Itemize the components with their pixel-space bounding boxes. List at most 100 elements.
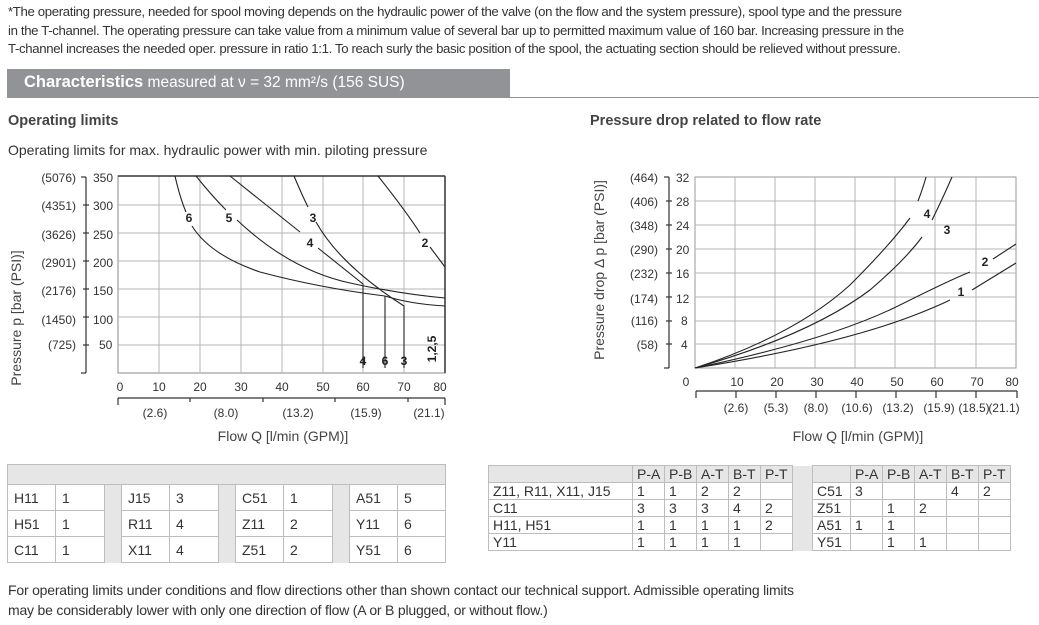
table-row: C11 3 3 3 4 2 Z51 1 2 bbox=[488, 499, 1011, 517]
svg-text:20: 20 bbox=[193, 380, 207, 394]
left-curve-labels: 6 5 4 3 2 4 6 3 1,2,5 bbox=[186, 211, 439, 368]
right-y-axis-label: Pressure drop Δ p [bar (PSI)] bbox=[591, 180, 607, 360]
curve-cell: 1 bbox=[283, 484, 333, 511]
column-gap bbox=[792, 516, 813, 534]
value-cell bbox=[914, 516, 947, 534]
left-y-bar-ticks: 350 300 250 200 150 100 50 bbox=[93, 171, 113, 352]
svg-text:4: 4 bbox=[307, 236, 314, 250]
banner-divider bbox=[510, 97, 1039, 98]
value-cell: 2 bbox=[760, 499, 793, 517]
right-plot-grid bbox=[694, 176, 1017, 369]
curve-cell: 6 bbox=[397, 536, 446, 563]
spool-cell: X11 bbox=[121, 536, 170, 563]
value-cell: 1 bbox=[850, 516, 883, 534]
curve-cell: 4 bbox=[169, 510, 219, 537]
column-gap bbox=[792, 465, 813, 483]
spool-cell: Z11 bbox=[235, 510, 284, 537]
value-cell: 1 bbox=[664, 482, 697, 500]
svg-text:4: 4 bbox=[681, 338, 688, 352]
svg-text:30: 30 bbox=[810, 375, 824, 389]
svg-text:80: 80 bbox=[1005, 375, 1019, 389]
svg-text:2: 2 bbox=[422, 236, 429, 250]
table-header-row: P-A P-B A-T B-T P-T P-A P-B A-T B-T P-T bbox=[488, 465, 1011, 483]
table-row: C11 1 X11 4 Z51 2 Y51 6 bbox=[7, 536, 446, 563]
spool-cell: Z51 bbox=[812, 499, 851, 517]
svg-text:(2.6): (2.6) bbox=[724, 401, 749, 415]
svg-text:32: 32 bbox=[676, 171, 690, 185]
spool-cell: A51 bbox=[812, 516, 851, 534]
right-y-bar-ticks: 32 28 24 20 16 12 8 4 bbox=[676, 171, 690, 352]
curve-cell: 4 bbox=[169, 536, 219, 563]
spool-cell: Z11, R11, X11, J15 bbox=[488, 482, 633, 500]
right-x-axis-label: Flow Q [l/min (GPM)] bbox=[793, 428, 924, 444]
spool-cell: H51 bbox=[7, 510, 56, 537]
svg-text:(13.2): (13.2) bbox=[282, 406, 313, 420]
column-gap bbox=[792, 499, 813, 517]
left-x-gpm-axis bbox=[117, 397, 446, 405]
value-cell: 1 bbox=[632, 533, 665, 551]
pressure-drop-chart: Pressure drop Δ p [bar (PSI)] (464) (406… bbox=[591, 171, 1020, 444]
table-row: Y11 1 1 1 1 Y51 1 1 bbox=[488, 533, 1011, 551]
value-cell: 1 bbox=[728, 533, 761, 551]
note-line: in the T-channel. The operating pressure… bbox=[8, 22, 904, 38]
spool-cell: R11 bbox=[121, 510, 170, 537]
column-gap bbox=[104, 536, 122, 563]
svg-text:(21.1): (21.1) bbox=[413, 406, 444, 420]
left-curves bbox=[174, 175, 446, 368]
note-line: *The operating pressure, needed for spoo… bbox=[8, 4, 902, 19]
value-cell bbox=[978, 516, 1011, 534]
pressure-drop-curve-table: P-A P-B A-T B-T P-T P-A P-B A-T B-T P-T … bbox=[488, 465, 1011, 551]
svg-text:(464): (464) bbox=[630, 171, 658, 185]
column-gap bbox=[332, 484, 350, 511]
svg-text:50: 50 bbox=[316, 380, 330, 394]
column-header: P-T bbox=[978, 465, 1011, 483]
svg-text:(15.9): (15.9) bbox=[923, 401, 954, 415]
value-cell: 4 bbox=[946, 482, 979, 500]
value-cell: 1 bbox=[664, 533, 697, 551]
svg-text:70: 70 bbox=[970, 375, 984, 389]
value-cell bbox=[914, 482, 947, 500]
svg-text:8: 8 bbox=[681, 314, 688, 328]
svg-text:10: 10 bbox=[730, 375, 744, 389]
spool-cell: H11 bbox=[7, 484, 56, 511]
operating-limits-chart: Pressure p [bar (PSI)] (5076) (4351) (36… bbox=[8, 171, 447, 444]
column-header: P-B bbox=[882, 465, 915, 483]
value-cell: 1 bbox=[696, 516, 729, 534]
header-empty bbox=[488, 465, 633, 483]
spool-cell: Y51 bbox=[349, 536, 398, 563]
column-header: P-A bbox=[850, 465, 883, 483]
value-cell bbox=[882, 482, 915, 500]
svg-text:(2.6): (2.6) bbox=[143, 406, 168, 420]
svg-text:(2901): (2901) bbox=[41, 256, 76, 270]
value-cell: 4 bbox=[728, 499, 761, 517]
left-plot-grid bbox=[117, 175, 446, 374]
column-gap bbox=[332, 510, 350, 537]
value-cell: 1 bbox=[882, 533, 915, 551]
value-cell: 1 bbox=[632, 516, 665, 534]
table-row: H11 1 J15 3 C51 1 A51 5 bbox=[7, 484, 446, 511]
value-cell bbox=[946, 516, 979, 534]
svg-text:(8.0): (8.0) bbox=[214, 406, 239, 420]
pressure-drop-heading: Pressure drop related to flow rate bbox=[590, 113, 822, 129]
value-cell: 3 bbox=[632, 499, 665, 517]
column-header: B-T bbox=[728, 465, 761, 483]
svg-text:2: 2 bbox=[982, 255, 989, 269]
left-y-psi-ticks: (5076) (4351) (3626) (2901) (2176) (1450… bbox=[41, 171, 76, 352]
spool-curve-table: H11 1 J15 3 C51 1 A51 5 H51 1 R11 4 Z11 … bbox=[7, 464, 446, 563]
spool-cell: C51 bbox=[235, 484, 284, 511]
svg-text:0: 0 bbox=[117, 380, 124, 394]
svg-text:100: 100 bbox=[93, 313, 113, 327]
svg-text:30: 30 bbox=[234, 380, 248, 394]
curve-cell: 6 bbox=[397, 510, 446, 537]
svg-text:4: 4 bbox=[924, 207, 931, 221]
svg-text:(406): (406) bbox=[630, 195, 658, 209]
svg-text:20: 20 bbox=[676, 243, 690, 257]
svg-text:3: 3 bbox=[944, 223, 951, 237]
value-cell bbox=[946, 499, 979, 517]
header-empty bbox=[812, 465, 851, 483]
spool-cell: Y11 bbox=[488, 533, 633, 551]
value-cell: 1 bbox=[696, 533, 729, 551]
svg-text:40: 40 bbox=[850, 375, 864, 389]
column-header: A-T bbox=[914, 465, 947, 483]
footer-line: may be considerably lower with only one … bbox=[8, 602, 548, 618]
